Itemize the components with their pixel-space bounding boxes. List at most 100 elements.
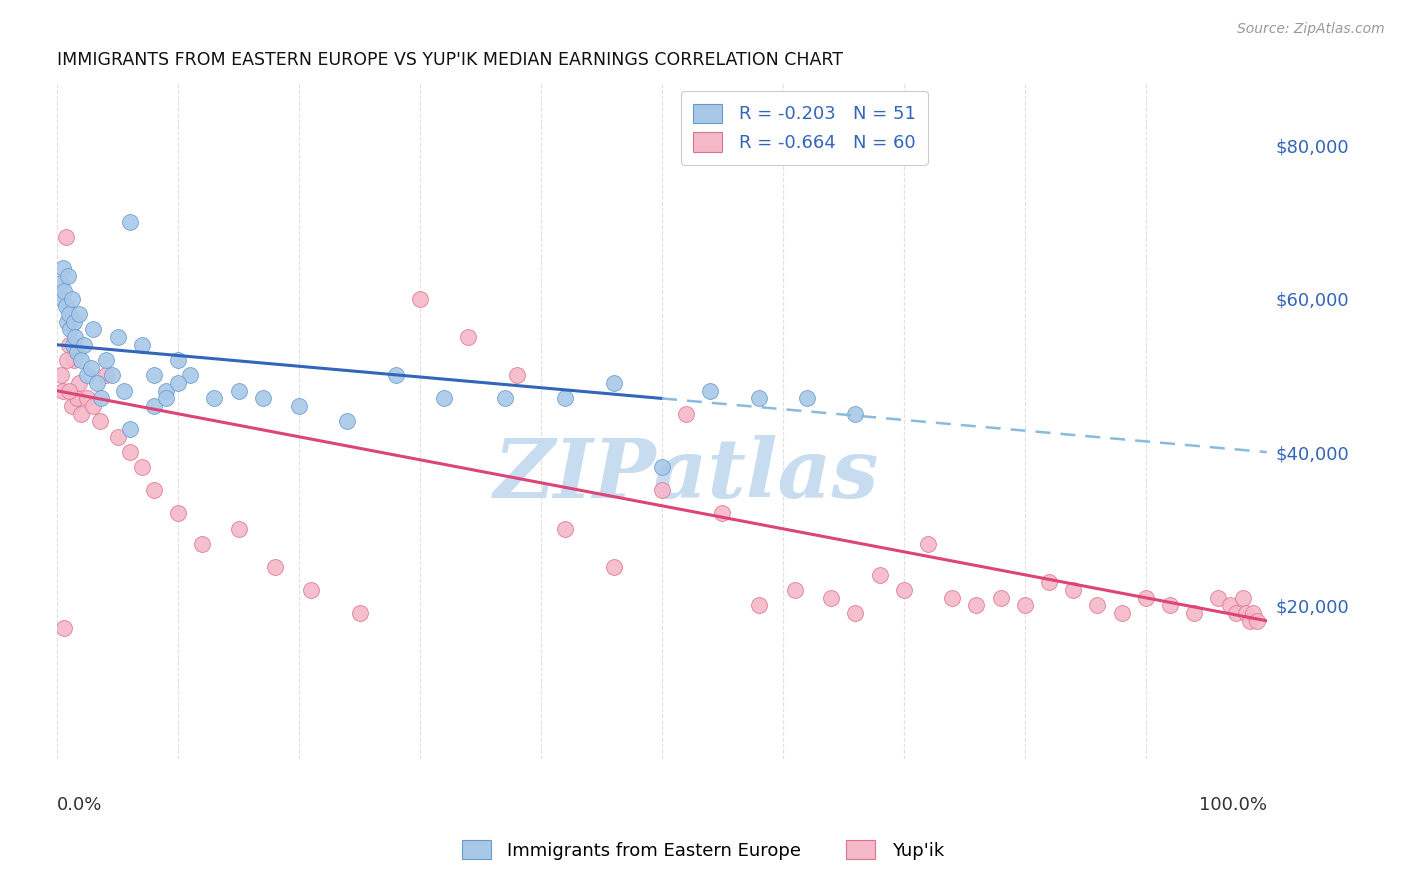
- Point: [155, 384, 177, 398]
- Point: [602, 376, 624, 391]
- Point: [990, 591, 1012, 605]
- Point: [167, 507, 190, 521]
- Point: [1038, 575, 1060, 590]
- Point: [65, 330, 87, 344]
- Point: [56, 315, 79, 329]
- Point: [58, 384, 80, 398]
- Point: [264, 560, 287, 574]
- Point: [55, 230, 77, 244]
- Point: [651, 460, 673, 475]
- Point: [49, 368, 72, 383]
- Point: [65, 345, 87, 359]
- Point: [82, 322, 104, 336]
- Point: [167, 376, 190, 391]
- Point: [1208, 591, 1230, 605]
- Point: [965, 599, 987, 613]
- Point: [796, 392, 818, 406]
- Point: [349, 606, 371, 620]
- Point: [55, 300, 77, 314]
- Point: [651, 483, 673, 498]
- Point: [56, 268, 79, 283]
- Point: [56, 353, 79, 368]
- Point: [1241, 606, 1264, 620]
- Point: [1135, 591, 1157, 605]
- Point: [228, 384, 250, 398]
- Point: [76, 392, 98, 406]
- Point: [155, 392, 177, 406]
- Point: [82, 399, 104, 413]
- Point: [1234, 606, 1257, 620]
- Point: [457, 330, 479, 344]
- Point: [52, 261, 75, 276]
- Point: [131, 460, 153, 475]
- Point: [67, 376, 90, 391]
- Point: [179, 368, 201, 383]
- Point: [893, 583, 915, 598]
- Point: [52, 384, 75, 398]
- Point: [494, 392, 516, 406]
- Point: [51, 292, 73, 306]
- Legend: R = -0.203   N = 51, R = -0.664   N = 60: R = -0.203 N = 51, R = -0.664 N = 60: [681, 91, 928, 165]
- Point: [80, 360, 103, 375]
- Point: [1111, 606, 1133, 620]
- Point: [142, 483, 165, 498]
- Point: [107, 330, 129, 344]
- Point: [288, 399, 311, 413]
- Point: [58, 338, 80, 352]
- Point: [63, 315, 86, 329]
- Text: IMMIGRANTS FROM EASTERN EUROPE VS YUP'IK MEDIAN EARNINGS CORRELATION CHART: IMMIGRANTS FROM EASTERN EUROPE VS YUP'IK…: [58, 51, 844, 69]
- Text: ZIPatlas: ZIPatlas: [494, 435, 879, 516]
- Point: [433, 392, 456, 406]
- Point: [1062, 583, 1084, 598]
- Point: [252, 392, 274, 406]
- Point: [711, 507, 734, 521]
- Point: [748, 599, 770, 613]
- Point: [89, 414, 111, 428]
- Point: [1159, 599, 1181, 613]
- Point: [554, 522, 576, 536]
- Text: 100.0%: 100.0%: [1199, 796, 1267, 814]
- Point: [783, 583, 806, 598]
- Point: [60, 292, 83, 306]
- Point: [112, 384, 135, 398]
- Point: [58, 307, 80, 321]
- Point: [699, 384, 721, 398]
- Point: [131, 338, 153, 352]
- Point: [917, 537, 939, 551]
- Point: [336, 414, 359, 428]
- Point: [602, 560, 624, 574]
- Point: [554, 392, 576, 406]
- Point: [191, 537, 214, 551]
- Point: [675, 407, 697, 421]
- Point: [70, 353, 93, 368]
- Point: [49, 277, 72, 291]
- Point: [142, 368, 165, 383]
- Point: [118, 445, 141, 459]
- Point: [59, 322, 82, 336]
- Point: [107, 430, 129, 444]
- Point: [1246, 614, 1268, 628]
- Point: [142, 399, 165, 413]
- Point: [118, 215, 141, 229]
- Point: [409, 292, 432, 306]
- Point: [820, 591, 842, 605]
- Point: [67, 307, 90, 321]
- Point: [748, 392, 770, 406]
- Point: [118, 422, 141, 436]
- Point: [1225, 606, 1247, 620]
- Legend: Immigrants from Eastern Europe, Yup'ik: Immigrants from Eastern Europe, Yup'ik: [456, 832, 950, 867]
- Point: [94, 368, 117, 383]
- Point: [65, 392, 87, 406]
- Point: [76, 368, 98, 383]
- Point: [506, 368, 529, 383]
- Point: [90, 392, 112, 406]
- Point: [73, 338, 96, 352]
- Point: [204, 392, 226, 406]
- Point: [941, 591, 963, 605]
- Point: [228, 522, 250, 536]
- Point: [53, 284, 76, 298]
- Point: [53, 622, 76, 636]
- Point: [70, 407, 93, 421]
- Point: [94, 353, 117, 368]
- Point: [385, 368, 408, 383]
